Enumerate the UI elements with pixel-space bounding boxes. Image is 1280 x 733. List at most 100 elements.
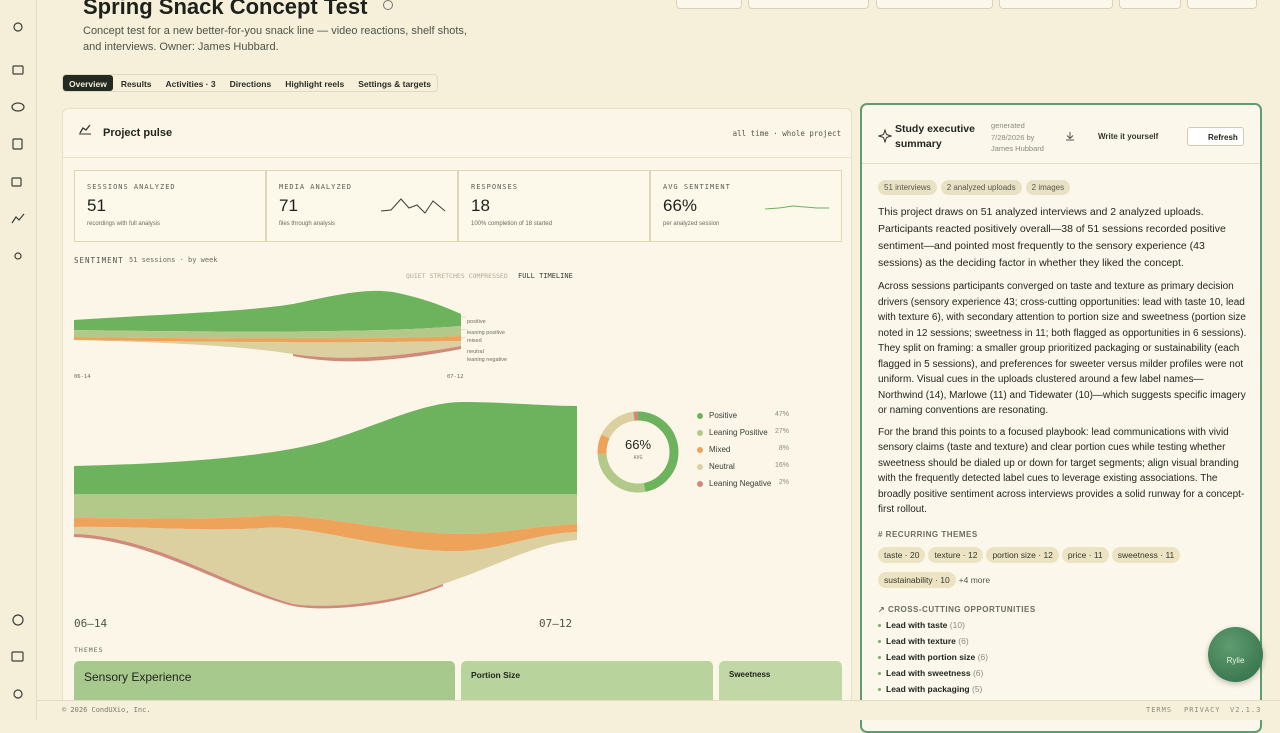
streamgraph <box>74 402 577 609</box>
stat-value: 71 <box>279 196 298 215</box>
legend-row: Positive 47% <box>697 411 789 428</box>
stat-tile: MEDIA ANALYZED 71 files through analysis <box>266 170 458 242</box>
page-title: Spring Snack Concept Test <box>83 0 368 19</box>
axis-date: 07–12 <box>539 617 573 630</box>
stat-tile: RESPONSES 18 100% completion of 18 started <box>458 170 650 242</box>
paragraph: For the brand this points to a focused p… <box>878 426 1245 516</box>
opportunity: Lead with packaging (5) <box>878 684 1248 700</box>
summary-panel: Study executive summary generated 7/28/2… <box>860 103 1262 733</box>
opportunity-count: (5) <box>971 683 983 694</box>
tab-bar: Overview Results Activities · 3 Directio… <box>62 74 438 92</box>
help-icon[interactable] <box>382 0 394 12</box>
nav-icon[interactable] <box>12 138 23 150</box>
stat-note: recordings with full analysis <box>87 221 161 227</box>
toolbar-button[interactable] <box>1187 0 1257 9</box>
paragraph: Across sessions participants converged o… <box>878 281 1247 416</box>
sentiment-donut <box>597 411 679 493</box>
opportunity-label: Lead with sweetness <box>886 667 971 678</box>
copyright: © 2026 CondUXio, Inc. <box>62 706 151 714</box>
nav-icon[interactable] <box>13 689 23 699</box>
tab[interactable]: Activities · 3 <box>165 79 216 89</box>
view-toggle[interactable]: QUIET STRETCHES COMPRESSED <box>406 272 508 280</box>
stat-value: 51 <box>87 196 106 215</box>
toolbar-button[interactable] <box>676 0 742 9</box>
chip-row: 51 interviews 2 analyzed uploads 2 images <box>878 177 1074 195</box>
footer-link[interactable]: TERMS <box>1146 706 1173 714</box>
tab[interactable]: Directions <box>229 79 272 89</box>
mini-legend: mixed <box>467 338 482 344</box>
nav-icon[interactable] <box>12 65 24 75</box>
stat-label: RESPONSES <box>471 183 518 191</box>
nav-icon[interactable] <box>13 22 23 32</box>
nav-icon[interactable] <box>11 177 22 187</box>
theme-card[interactable]: Sensory Experience <box>74 661 455 707</box>
toolbar-button[interactable] <box>999 0 1113 9</box>
tab[interactable]: Settings & targets <box>358 79 431 89</box>
nav-icon[interactable] <box>12 614 24 626</box>
footer-link[interactable]: PRIVACY <box>1184 706 1221 714</box>
theme-card[interactable]: Portion Size <box>461 661 713 707</box>
pulse-card: Project pulse all time · whole project S… <box>62 108 852 708</box>
theme-chip[interactable]: sustainability · 10 <box>878 571 956 588</box>
nav-icon[interactable] <box>11 102 25 112</box>
stat-note: 100% completion of 18 started <box>471 221 553 227</box>
summary-body: This project draws on 51 analyzed interv… <box>878 204 1248 716</box>
panel-title: Study executive summary <box>895 123 975 150</box>
legend-label: Positive <box>709 411 738 420</box>
view-toggle[interactable]: FULL TIMELINE <box>518 272 573 280</box>
donut-segment <box>597 411 679 493</box>
opportunity-label: Lead with texture <box>886 635 956 646</box>
refresh-button[interactable]: Refresh <box>1187 127 1244 146</box>
legend-row: Leaning Negative 2% <box>697 479 789 496</box>
mini-streamgraph <box>74 290 467 362</box>
mini-legend: leaning negative <box>467 357 508 363</box>
section-title: CROSS-CUTTING OPPORTUNITIES <box>887 604 1036 614</box>
tab[interactable]: Highlight reels <box>285 79 345 89</box>
theme-chip[interactable]: portion size · 12 <box>986 546 1059 563</box>
section-meta: 51 sessions · by week <box>129 256 218 264</box>
theme-chip[interactable]: taste · 20 <box>878 546 926 563</box>
toolbar-button[interactable] <box>1119 0 1181 9</box>
theme-title: Sensory Experience <box>84 670 192 684</box>
theme-chip[interactable]: price · 11 <box>1061 546 1109 563</box>
legend-value: 8% <box>778 445 789 452</box>
opportunity-label: Lead with taste <box>886 619 948 630</box>
theme-title: Sweetness <box>729 670 771 679</box>
theme-chip[interactable]: texture · 12 <box>928 546 984 563</box>
legend-swatch <box>697 413 703 419</box>
write-button[interactable]: Write it yourself <box>1098 132 1159 141</box>
footer: © 2026 CondUXio, Inc. TERMS PRIVACY V2.1… <box>37 700 1280 720</box>
card-scope: all time · whole project <box>732 129 841 138</box>
stat-note: files through analysis <box>279 221 336 227</box>
tab[interactable]: Results <box>120 79 152 89</box>
legend-swatch <box>697 464 703 470</box>
toolbar-button[interactable] <box>748 0 869 9</box>
legend-row: Leaning Positive 27% <box>697 428 789 445</box>
nav-icon[interactable] <box>14 252 22 260</box>
more-link[interactable]: +4 more <box>958 574 991 585</box>
opportunity-label: Lead with portion size <box>886 651 976 662</box>
version: V2.1.3 <box>1230 706 1262 714</box>
stat-label: AVG SENTIMENT <box>663 183 731 191</box>
theme-card[interactable]: Sweetness <box>719 661 842 707</box>
opportunity: Lead with texture (6) <box>878 636 1248 652</box>
stat-value: 66% <box>663 196 698 215</box>
legend-label: Leaning Negative <box>709 479 772 488</box>
section-label: THEMES <box>74 646 104 654</box>
nav-icon[interactable] <box>11 651 24 662</box>
stat-label: SESSIONS ANALYZED <box>87 183 176 191</box>
mini-legend: leaning positive <box>467 330 505 336</box>
donut-value: 66% <box>624 437 652 452</box>
toolbar-button[interactable] <box>876 0 993 9</box>
tab[interactable]: Overview <box>63 75 113 91</box>
page-subtitle: Concept test for a new better-for-you sn… <box>83 25 467 53</box>
theme-chip[interactable]: sweetness · 11 <box>1111 546 1181 563</box>
chip: 2 analyzed uploads <box>940 180 1022 195</box>
assistant-button[interactable]: Rylie <box>1208 627 1263 682</box>
stat-label: MEDIA ANALYZED <box>279 183 353 191</box>
nav-icon[interactable] <box>11 213 25 224</box>
divider <box>63 157 851 158</box>
download-icon[interactable] <box>1065 131 1075 141</box>
stat-tile: AVG SENTIMENT 66% per analyzed session <box>650 170 842 242</box>
